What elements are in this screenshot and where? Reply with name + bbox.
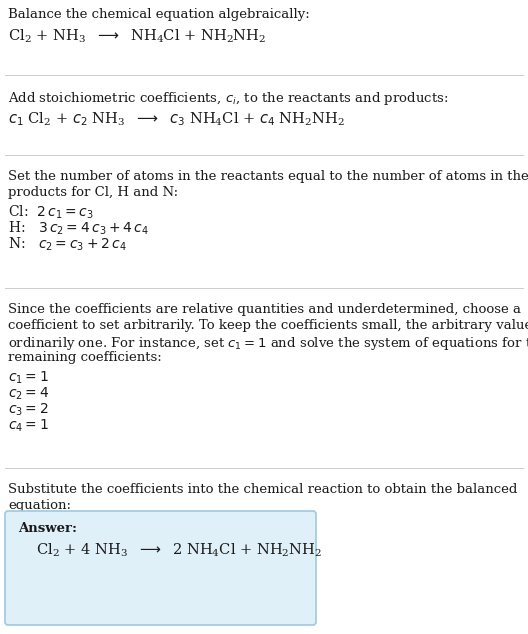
Text: Set the number of atoms in the reactants equal to the number of atoms in the: Set the number of atoms in the reactants… bbox=[8, 170, 528, 183]
Text: $c_3 = 2$: $c_3 = 2$ bbox=[8, 402, 49, 418]
Text: products for Cl, H and N:: products for Cl, H and N: bbox=[8, 186, 178, 199]
Text: $\mathregular{Cl_2}$ + $\mathregular{NH_3}$  $\longrightarrow$  $\mathregular{NH: $\mathregular{Cl_2}$ + $\mathregular{NH_… bbox=[8, 28, 266, 46]
Text: H:   $3\,c_2 = 4\,c_3 + 4\,c_4$: H: $3\,c_2 = 4\,c_3 + 4\,c_4$ bbox=[8, 220, 149, 237]
Text: Substitute the coefficients into the chemical reaction to obtain the balanced: Substitute the coefficients into the che… bbox=[8, 483, 517, 496]
Text: $\mathregular{Cl_2}$ + 4 $\mathregular{NH_3}$  $\longrightarrow$  2 $\mathregula: $\mathregular{Cl_2}$ + 4 $\mathregular{N… bbox=[36, 542, 322, 559]
Text: Answer:: Answer: bbox=[18, 522, 77, 535]
FancyBboxPatch shape bbox=[5, 511, 316, 625]
Text: $c_2 = 4$: $c_2 = 4$ bbox=[8, 386, 49, 403]
Text: $c_1$ $\mathregular{Cl_2}$ + $c_2$ $\mathregular{NH_3}$  $\longrightarrow$  $c_3: $c_1$ $\mathregular{Cl_2}$ + $c_2$ $\mat… bbox=[8, 110, 345, 127]
Text: $c_1 = 1$: $c_1 = 1$ bbox=[8, 370, 49, 386]
Text: Since the coefficients are relative quantities and underdetermined, choose a: Since the coefficients are relative quan… bbox=[8, 303, 521, 316]
Text: $c_4 = 1$: $c_4 = 1$ bbox=[8, 418, 49, 434]
Text: coefficient to set arbitrarily. To keep the coefficients small, the arbitrary va: coefficient to set arbitrarily. To keep … bbox=[8, 319, 528, 332]
Text: N:   $c_2 = c_3 + 2\,c_4$: N: $c_2 = c_3 + 2\,c_4$ bbox=[8, 236, 127, 254]
Text: Cl:  $2\,c_1 = c_3$: Cl: $2\,c_1 = c_3$ bbox=[8, 204, 94, 221]
Text: Add stoichiometric coefficients, $c_i$, to the reactants and products:: Add stoichiometric coefficients, $c_i$, … bbox=[8, 90, 448, 107]
Text: ordinarily one. For instance, set $c_1 = 1$ and solve the system of equations fo: ordinarily one. For instance, set $c_1 =… bbox=[8, 335, 528, 352]
Text: Balance the chemical equation algebraically:: Balance the chemical equation algebraica… bbox=[8, 8, 310, 21]
Text: remaining coefficients:: remaining coefficients: bbox=[8, 351, 162, 364]
Text: equation:: equation: bbox=[8, 499, 71, 512]
